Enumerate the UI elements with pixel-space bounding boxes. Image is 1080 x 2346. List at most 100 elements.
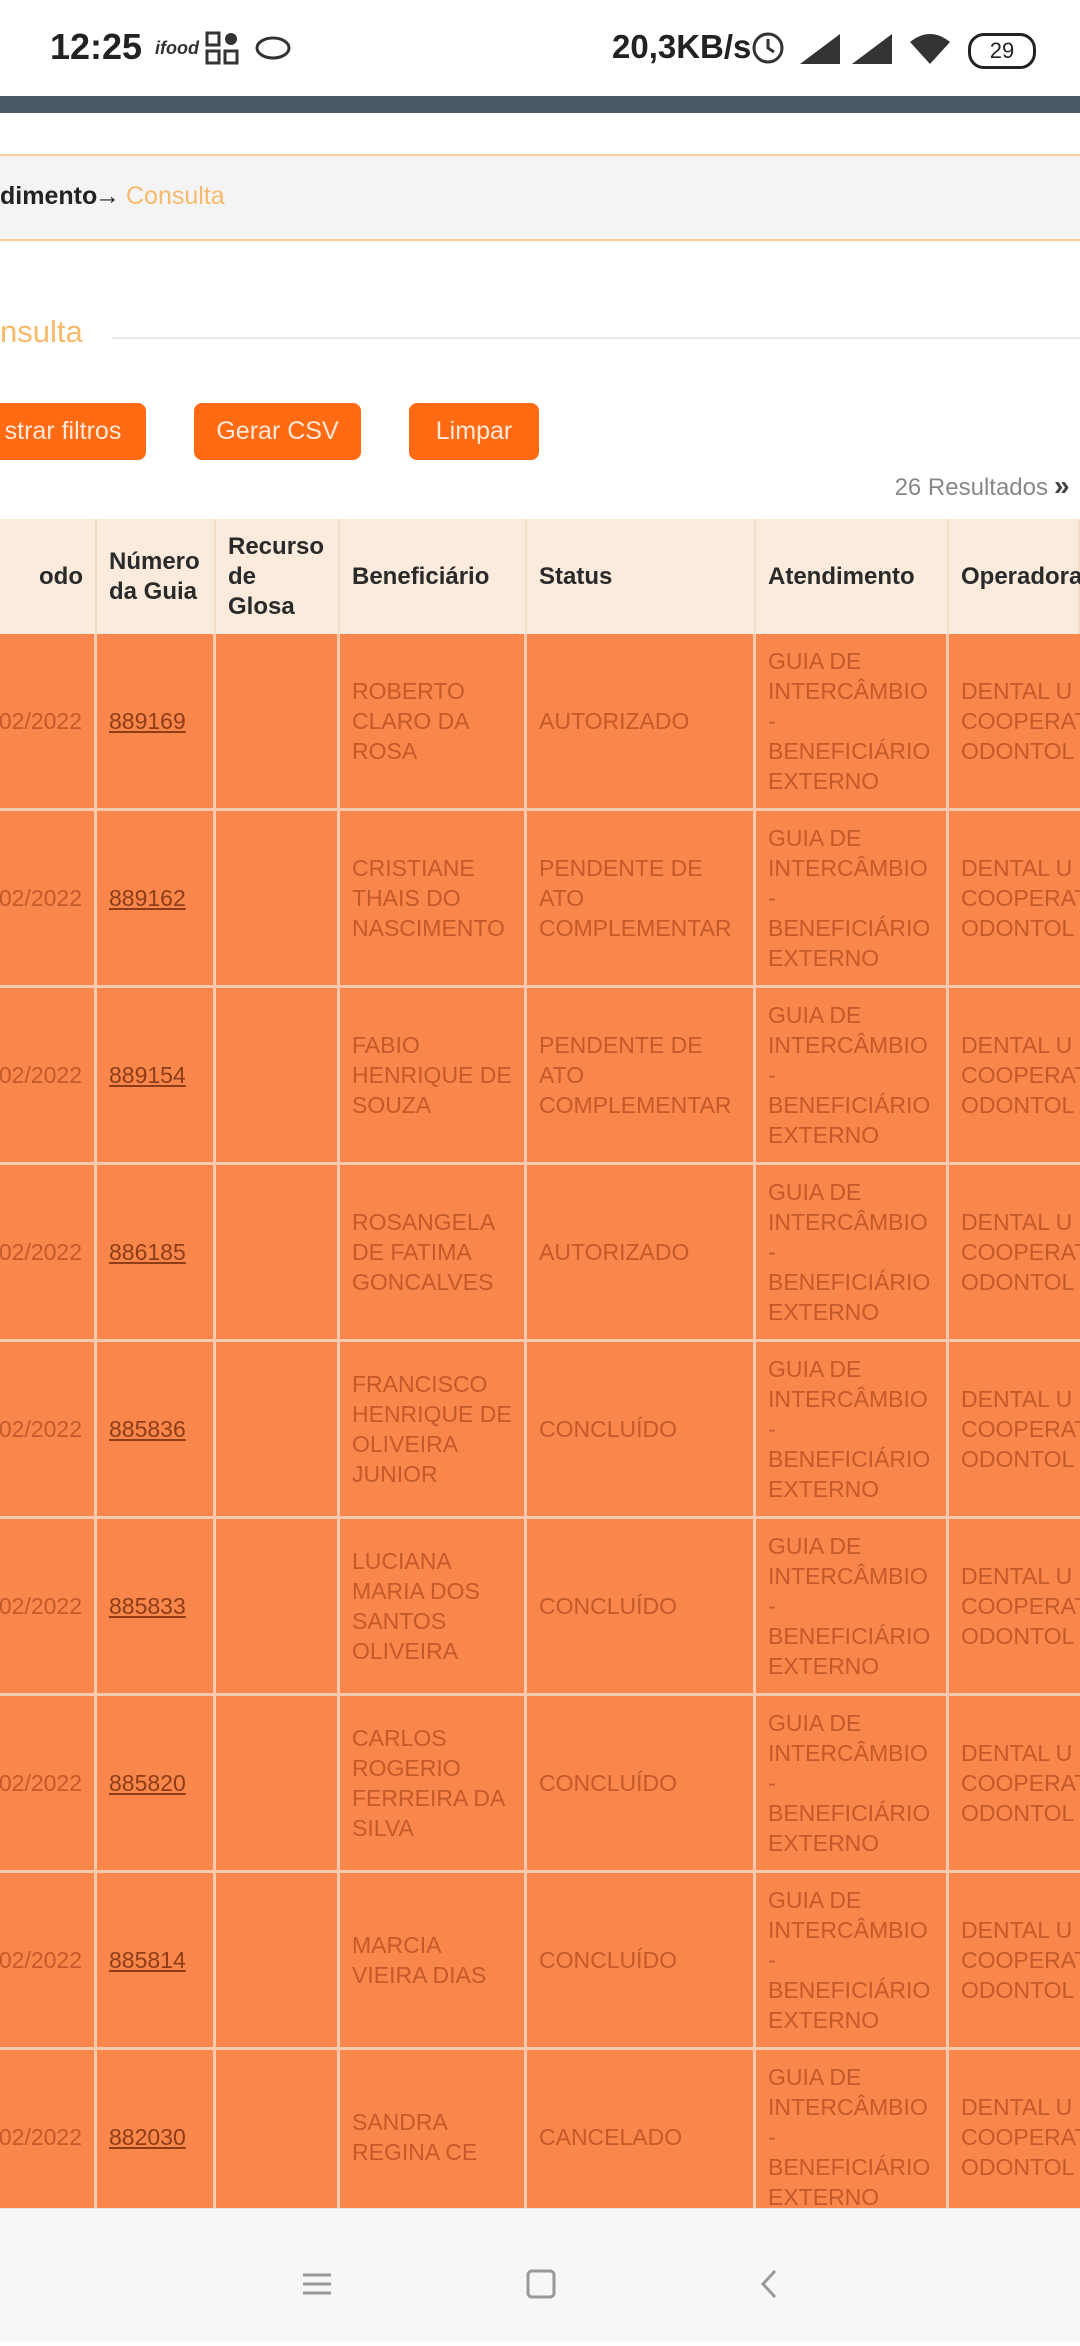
cell-guia[interactable]: 889154 [97, 988, 216, 1162]
breadcrumb: dimento → Consulta [0, 154, 1080, 241]
breadcrumb-parent[interactable]: dimento [0, 182, 98, 210]
cell-guia[interactable]: 885814 [97, 1873, 216, 2047]
cell-guia[interactable]: 889169 [97, 634, 216, 808]
table-row [0, 988, 1080, 1165]
cell-beneficiario: MARCIA VIEIRA DIAS [340, 1873, 527, 2047]
cell-beneficiario: FABIO HENRIQUE DE SOUZA [340, 988, 527, 1162]
cell-guia[interactable]: 882030 [97, 2050, 216, 2224]
cell-guia[interactable]: 885833 [97, 1519, 216, 1693]
cell-atendimento: GUIA DE INTERCÂMBIO - BENEFICIÁRIO EXTER… [756, 634, 949, 808]
cell-atendimento: GUIA DE INTERCÂMBIO - BENEFICIÁRIO EXTER… [756, 988, 949, 1162]
cell-date-text: 02/2022 [0, 885, 82, 911]
top-bar [0, 96, 1080, 113]
column-header: Número da Guia [97, 519, 216, 634]
table-row [0, 811, 1080, 988]
svg-text:ifood: ifood [155, 38, 200, 58]
cell-guia-text[interactable]: 882030 [109, 2124, 186, 2150]
cell-beneficiario-text: ROBERTO CLARO DA ROSA [352, 678, 469, 764]
cell-guia-text[interactable]: 889154 [109, 1062, 186, 1088]
cell-beneficiario: ROBERTO CLARO DA ROSA [340, 634, 527, 808]
cell-status: CONCLUÍDO [527, 1696, 756, 1870]
cell-guia-text[interactable]: 889162 [109, 885, 186, 911]
cell-empty [216, 1342, 340, 1516]
cell-beneficiario-text: SANDRA REGINA CE [352, 2109, 478, 2165]
cell-guia[interactable]: 885820 [97, 1696, 216, 1870]
breadcrumb-current: Consulta [126, 182, 225, 210]
network-speed: 20,3KB/s [612, 28, 752, 65]
cell-atendimento-text: GUIA DE INTERCÂMBIO - BENEFICIÁRIO EXTER… [768, 1710, 931, 1856]
cell-date-text: 02/2022 [0, 1416, 82, 1442]
cell-status: CANCELADO [527, 2050, 756, 2224]
cell-guia-text[interactable]: 885820 [109, 1770, 186, 1796]
cell-status-text: CONCLUÍDO [539, 1593, 678, 1619]
clear-button[interactable]: Limpar [409, 403, 539, 460]
cell-date-text: 02/2022 [0, 2124, 82, 2150]
cell-status-text: PENDENTE DE ATO COMPLEMENTAR [539, 855, 732, 941]
cell-date-text: 02/2022 [0, 1770, 82, 1796]
cell-guia[interactable]: 885836 [97, 1342, 216, 1516]
cell-guia-text[interactable]: 886185 [109, 1239, 186, 1265]
cell-status-text: CANCELADO [539, 2124, 683, 2150]
table-row [0, 2050, 1080, 2227]
cell-operadora-text: DENTAL U COOPERAT ODONTOL [961, 1740, 1080, 1826]
cell-guia-text[interactable]: 889169 [109, 708, 186, 734]
cell-operadora-text: DENTAL U COOPERAT ODONTOL [961, 1386, 1080, 1472]
cell-atendimento: GUIA DE INTERCÂMBIO - BENEFICIÁRIO EXTER… [756, 1165, 949, 1339]
cell-atendimento: GUIA DE INTERCÂMBIO - BENEFICIÁRIO EXTER… [756, 1873, 949, 2047]
cell-atendimento: GUIA DE INTERCÂMBIO - BENEFICIÁRIO EXTER… [756, 1696, 949, 1870]
cell-operadora: DENTAL U COOPERAT ODONTOL [949, 988, 1080, 1162]
cell-status: PENDENTE DE ATO COMPLEMENTAR [527, 988, 756, 1162]
cell-date: 02/2022 [0, 1873, 97, 2047]
cell-operadora: DENTAL U COOPERAT ODONTOL [949, 1342, 1080, 1516]
cell-guia-text[interactable]: 885833 [109, 1593, 186, 1619]
cell-empty [216, 988, 340, 1162]
cell-operadora-text: DENTAL U COOPERAT ODONTOL [961, 1917, 1080, 2003]
cell-operadora: DENTAL U COOPERAT ODONTOL [949, 1873, 1080, 2047]
status-icons: ifood [155, 31, 291, 65]
cell-guia[interactable]: 886185 [97, 1165, 216, 1339]
cell-empty [216, 1519, 340, 1693]
column-header-text: Status [539, 562, 613, 590]
status-bar: 12:25 ifood 20,3KB/s 29 [0, 0, 1080, 96]
cell-operadora: DENTAL U COOPERAT ODONTOL [949, 811, 1080, 985]
cell-status-text: CONCLUÍDO [539, 1947, 678, 1973]
battery: 29 [968, 33, 1036, 69]
column-header: odo [0, 519, 97, 634]
cell-beneficiario-text: MARCIA VIEIRA DIAS [352, 1932, 487, 1988]
results-count: 26 Resultados [894, 474, 1048, 501]
filter-button[interactable]: strar filtros [0, 403, 146, 460]
cell-atendimento-text: GUIA DE INTERCÂMBIO - BENEFICIÁRIO EXTER… [768, 648, 931, 794]
cell-guia-text[interactable]: 885814 [109, 1947, 186, 1973]
cell-beneficiario: CRISTIANE THAIS DO NASCIMENTO [340, 811, 527, 985]
column-header-text: Operadora [961, 562, 1080, 590]
cell-date: 02/2022 [0, 811, 97, 985]
cell-empty [216, 1696, 340, 1870]
cell-date-text: 02/2022 [0, 1947, 82, 1973]
column-header-text: Recurso de Glosa [228, 532, 325, 620]
cell-date: 02/2022 [0, 1342, 97, 1516]
cell-beneficiario-text: LUCIANA MARIA DOS SANTOS OLIVEIRA [352, 1548, 480, 1664]
next-arrow[interactable]: » [1054, 470, 1070, 501]
csv-button[interactable]: Gerar CSV [194, 403, 361, 460]
cell-beneficiario: ROSANGELA DE FATIMA GONCALVES [340, 1165, 527, 1339]
column-header: Recurso de Glosa [216, 519, 340, 634]
column-header: Operadora [949, 519, 1080, 634]
cell-empty [216, 1873, 340, 2047]
cell-guia-text[interactable]: 885836 [109, 1416, 186, 1442]
cell-beneficiario-text: ROSANGELA DE FATIMA GONCALVES [352, 1209, 494, 1295]
column-header: Status [527, 519, 756, 634]
cell-atendimento: GUIA DE INTERCÂMBIO - BENEFICIÁRIO EXTER… [756, 811, 949, 985]
cell-empty [216, 811, 340, 985]
cell-empty [216, 1165, 340, 1339]
breadcrumb-arrow: → [95, 182, 120, 210]
cell-guia[interactable]: 889162 [97, 811, 216, 985]
cell-date-text: 02/2022 [0, 1593, 82, 1619]
cell-date-text: 02/2022 [0, 708, 82, 734]
column-header: Atendimento [756, 519, 949, 634]
cell-status: PENDENTE DE ATO COMPLEMENTAR [527, 811, 756, 985]
column-header-text: odo [39, 562, 83, 590]
table-row [0, 1342, 1080, 1519]
cell-date: 02/2022 [0, 1696, 97, 1870]
